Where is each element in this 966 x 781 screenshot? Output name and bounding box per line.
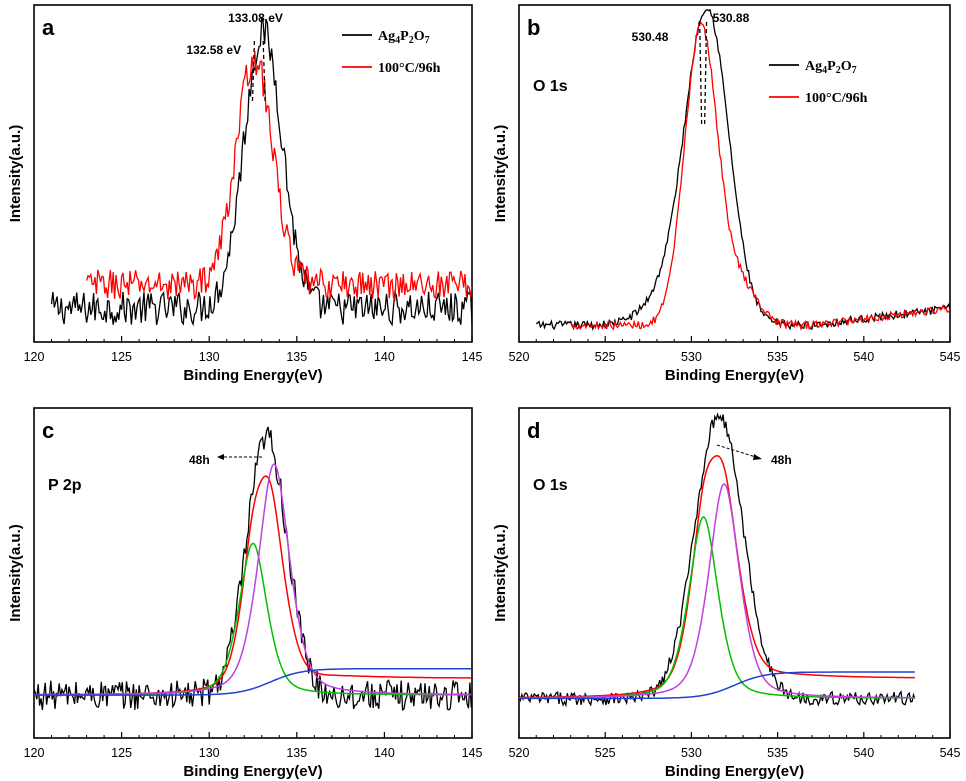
x-axis-title: Binding Energy(eV) bbox=[665, 367, 804, 384]
plot-frame bbox=[33, 407, 473, 739]
x-axis-title: Binding Energy(eV) bbox=[183, 367, 322, 384]
annotation-arrow bbox=[716, 444, 760, 459]
x-axis-title: Binding Energy(eV) bbox=[665, 763, 804, 780]
series-line-0 bbox=[519, 412, 916, 708]
series-line-100C96h bbox=[570, 20, 950, 332]
x-tick-label: 540 bbox=[853, 746, 874, 760]
panel-letter: d bbox=[527, 418, 540, 443]
arrow-head bbox=[753, 454, 762, 460]
x-tick-label: 520 bbox=[509, 350, 530, 364]
x-tick-label: 545 bbox=[940, 350, 961, 364]
legend-text-part: Ag bbox=[805, 59, 822, 74]
peak-annotation: 132.58 eV bbox=[186, 43, 241, 57]
legend-text-part: 7 bbox=[425, 35, 430, 46]
peak-annotation: 133.08 eV bbox=[228, 11, 283, 25]
x-tick-label: 540 bbox=[853, 350, 874, 364]
chart-panel-a: 120 125 130 135 140 145 Binding Energy(eV) Inte… bbox=[7, 4, 483, 384]
legend-label: Ag4P2O7 bbox=[378, 29, 430, 46]
x-tick-label: 130 bbox=[199, 350, 220, 364]
y-axis-title: Intensity(a.u.) bbox=[492, 524, 509, 622]
x-tick-label: 520 bbox=[509, 746, 530, 760]
series-line-100C96h bbox=[85, 51, 472, 302]
legend-label: 100°C/96h bbox=[805, 91, 868, 106]
arrow-head bbox=[217, 454, 224, 460]
x-axis-title: Binding Energy(eV) bbox=[183, 763, 322, 780]
plot-frame bbox=[518, 407, 951, 739]
x-tick-label: 135 bbox=[286, 350, 307, 364]
legend-text-part: Ag bbox=[378, 29, 395, 44]
x-tick-label: 530 bbox=[681, 746, 702, 760]
inner-label: P 2p bbox=[48, 477, 82, 494]
inner-label: O 1s bbox=[533, 78, 568, 95]
x-tick-label: 135 bbox=[286, 746, 307, 760]
x-tick-label: 125 bbox=[111, 350, 132, 364]
x-tick-label: 145 bbox=[462, 746, 483, 760]
legend-text-part: 2 bbox=[409, 35, 414, 46]
legend-text-part: 4 bbox=[822, 65, 827, 76]
series-line-2 bbox=[519, 516, 915, 699]
x-tick-label: 535 bbox=[767, 350, 788, 364]
x-tick-label: 530 bbox=[681, 350, 702, 364]
x-tick-label: 130 bbox=[199, 746, 220, 760]
series-line-Ag4P2O7 bbox=[535, 8, 950, 332]
peak-annotation: 530.48 bbox=[632, 30, 669, 44]
peak-marker-line bbox=[703, 21, 708, 128]
x-tick-label: 525 bbox=[595, 350, 616, 364]
x-tick-label: 140 bbox=[374, 746, 395, 760]
time-annotation: 48h bbox=[189, 453, 210, 467]
plot-frame bbox=[33, 4, 473, 343]
y-axis-title: Intensity(a.u.) bbox=[7, 524, 24, 622]
panel-letter: a bbox=[42, 15, 55, 40]
x-tick-label: 145 bbox=[462, 350, 483, 364]
series-line-3 bbox=[34, 463, 472, 696]
legend-text-part: O bbox=[841, 59, 852, 74]
x-tick-label: 525 bbox=[595, 746, 616, 760]
peak-marker-line bbox=[251, 40, 256, 104]
plot-frame bbox=[518, 4, 951, 343]
chart-panel-d: 520 525 530 535 540 545 Binding Energy(eV) Inte… bbox=[492, 407, 961, 780]
x-tick-label: 140 bbox=[374, 350, 395, 364]
series-line-0 bbox=[34, 426, 472, 711]
x-tick-label: 545 bbox=[940, 746, 961, 760]
legend-text-part: 7 bbox=[852, 65, 857, 76]
peak-annotation: 530.88 bbox=[713, 11, 750, 25]
panel-letter: c bbox=[42, 418, 54, 443]
legend-text-part: P bbox=[400, 29, 409, 44]
legend-text-part: 2 bbox=[836, 65, 841, 76]
x-tick-label: 125 bbox=[111, 746, 132, 760]
series-line-4 bbox=[519, 671, 915, 700]
series-line-4 bbox=[34, 667, 472, 696]
y-axis-title: Intensity(a.u.) bbox=[7, 125, 24, 223]
series-line-1 bbox=[519, 455, 915, 699]
chart-panel-c: 120 125 130 135 140 145 Binding Energy(eV) Inte… bbox=[7, 407, 483, 780]
legend-label: Ag4P2O7 bbox=[805, 59, 857, 76]
legend-text-part: 4 bbox=[395, 35, 400, 46]
x-tick-label: 120 bbox=[24, 746, 45, 760]
series-line-Ag4P2O7 bbox=[50, 17, 472, 327]
peak-marker-line bbox=[699, 21, 703, 128]
legend-text-part: O bbox=[414, 29, 425, 44]
series-line-2 bbox=[34, 542, 472, 696]
legend-label: 100°C/96h bbox=[378, 61, 441, 76]
y-axis-title: Intensity(a.u.) bbox=[492, 125, 509, 223]
inner-label: O 1s bbox=[533, 477, 568, 494]
panel-letter: b bbox=[527, 15, 540, 40]
legend-text-part: P bbox=[827, 59, 836, 74]
x-tick-label: 120 bbox=[24, 350, 45, 364]
chart-panel-b: 520 525 530 535 540 545 Binding Energy(eV) Inte… bbox=[492, 4, 961, 384]
peak-marker-line bbox=[262, 40, 266, 104]
time-annotation: 48h bbox=[771, 453, 792, 467]
series-line-1 bbox=[34, 475, 472, 696]
x-tick-label: 535 bbox=[767, 746, 788, 760]
series-line-3 bbox=[519, 483, 915, 699]
